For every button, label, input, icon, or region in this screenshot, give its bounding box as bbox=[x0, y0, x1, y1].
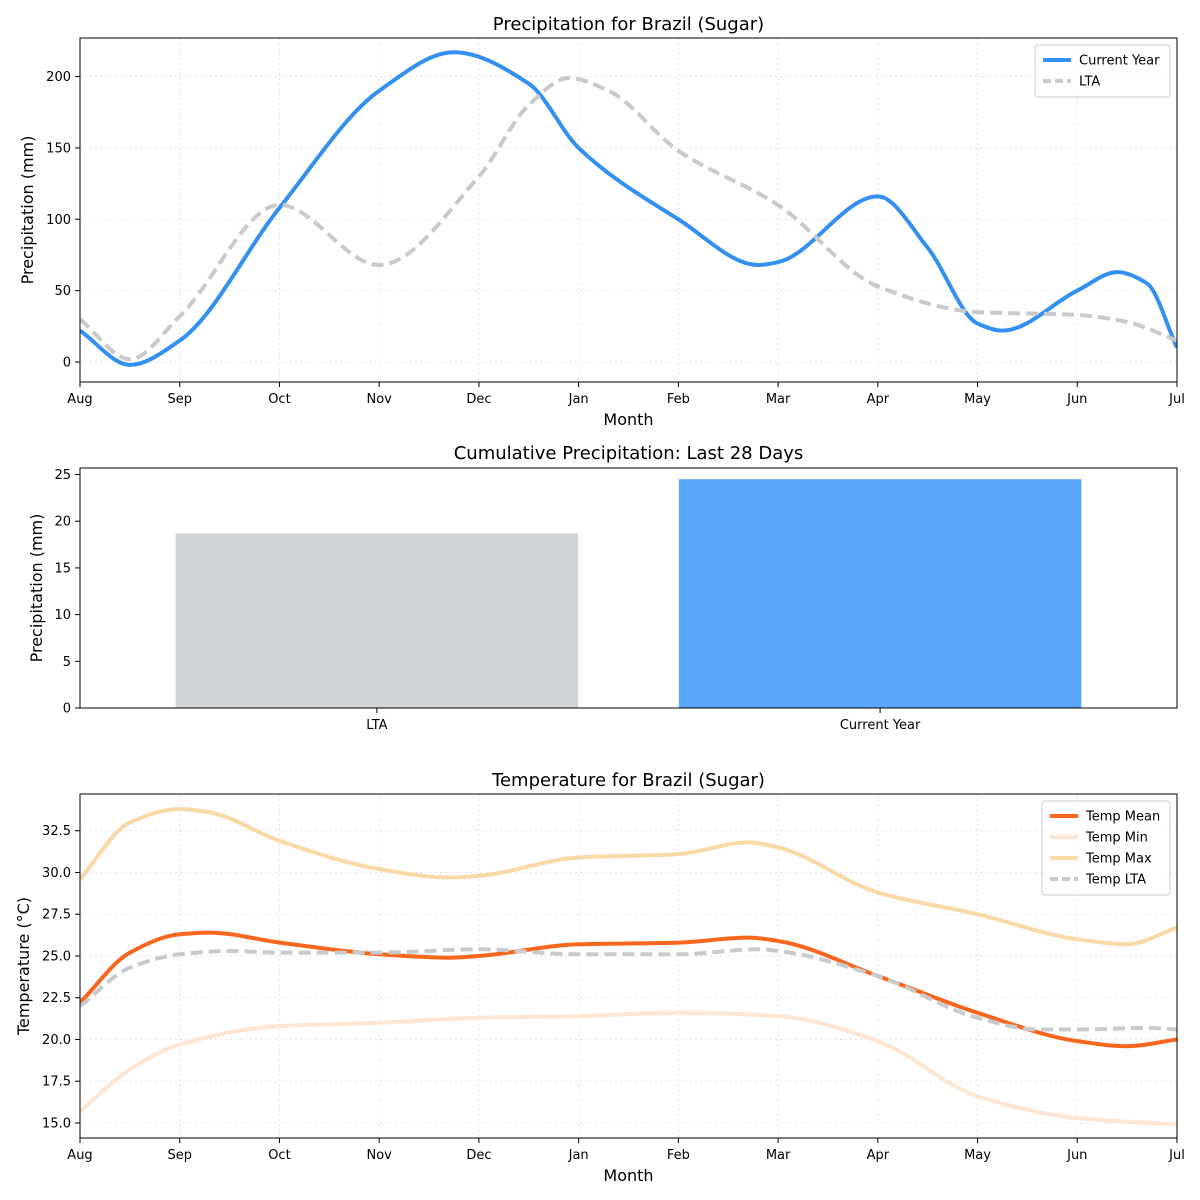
bar-lta bbox=[175, 533, 579, 708]
x-tick-label: Feb bbox=[667, 392, 690, 407]
x-tick-label: Aug bbox=[67, 392, 92, 407]
y-axis-label: Precipitation (mm) bbox=[27, 514, 46, 663]
bar-current-year bbox=[678, 479, 1082, 708]
x-tick-label: Aug bbox=[67, 1148, 92, 1163]
legend-label-current-year: Current Year bbox=[1079, 54, 1160, 69]
series-line-lta bbox=[80, 76, 1177, 362]
series-line-temp-max bbox=[80, 807, 1177, 947]
legend-label-temp-lta: Temp LTA bbox=[1085, 873, 1146, 888]
series-line-current-year bbox=[80, 50, 1177, 367]
x-tick-label: Jan bbox=[568, 1148, 589, 1163]
x-tick-label: Oct bbox=[268, 392, 290, 407]
y-tick-label: 15.0 bbox=[42, 1116, 71, 1131]
legend: Current Year LTA bbox=[1034, 44, 1171, 98]
x-tick-label: Mar bbox=[766, 1148, 791, 1163]
x-tick-label: Apr bbox=[867, 1148, 890, 1163]
y-tick-label: 200 bbox=[46, 70, 71, 85]
plot-frame bbox=[79, 37, 1178, 383]
series-line-temp-mean bbox=[80, 930, 1177, 1049]
x-tick-label: Mar bbox=[766, 392, 791, 407]
x-tick-label: Nov bbox=[366, 1148, 392, 1163]
y-tick-label: 0 bbox=[63, 356, 71, 371]
x-tick-label: Apr bbox=[867, 392, 890, 407]
y-tick-label: 25 bbox=[54, 468, 71, 483]
y-tick-label: 25.0 bbox=[42, 949, 71, 964]
legend-box bbox=[1041, 800, 1171, 896]
x-tick-label: Feb bbox=[667, 1148, 690, 1163]
y-tick-label: 0 bbox=[63, 702, 71, 717]
x-tick-label: Jul bbox=[1168, 392, 1185, 407]
y-tick-label: 15 bbox=[54, 561, 71, 576]
chart-title: Temperature for Brazil (Sugar) bbox=[491, 770, 765, 791]
y-tick-label: 50 bbox=[54, 284, 71, 299]
plot-frame bbox=[79, 467, 1178, 709]
y-tick-label: 30.0 bbox=[42, 866, 71, 881]
x-tick-label: Nov bbox=[366, 392, 392, 407]
chart-title: Cumulative Precipitation: Last 28 Days bbox=[454, 443, 804, 464]
cumulative-precipitation-chart: LTA Current Year 0 5 10 15 20 25 Cumulative Prec… bbox=[27, 443, 1178, 733]
y-tick-label: 20 bbox=[54, 515, 71, 530]
legend-label-temp-min: Temp Min bbox=[1085, 831, 1148, 846]
x-tick-label: Jan bbox=[568, 392, 589, 407]
x-tick-label: May bbox=[964, 1148, 991, 1163]
y-tick-label: 20.0 bbox=[42, 1033, 71, 1048]
y-tick-label: 32.5 bbox=[42, 824, 71, 839]
legend-label-lta: LTA bbox=[1079, 75, 1100, 90]
x-axis-label: Month bbox=[603, 410, 653, 429]
y-tick-label: 100 bbox=[46, 213, 71, 228]
series-group bbox=[80, 50, 1177, 367]
x-tick-label: Sep bbox=[167, 392, 192, 407]
x-tick-label: Dec bbox=[466, 1148, 491, 1163]
x-tick-label: Current Year bbox=[840, 718, 921, 733]
y-tick-label: 17.5 bbox=[42, 1075, 71, 1090]
y-tick-label: 10 bbox=[54, 608, 71, 623]
x-tick-label: Jun bbox=[1066, 1148, 1087, 1163]
x-tick-label: May bbox=[964, 392, 991, 407]
x-tick-label: Jul bbox=[1168, 1148, 1185, 1163]
legend-label-temp-mean: Temp Mean bbox=[1085, 810, 1160, 825]
series-line-temp-lta bbox=[80, 947, 1177, 1032]
y-tick-label: 150 bbox=[46, 141, 71, 156]
x-tick-label: Sep bbox=[167, 1148, 192, 1163]
x-tick-label: Dec bbox=[466, 392, 491, 407]
y-tick-label: 22.5 bbox=[42, 991, 71, 1006]
y-axis-label: Precipitation (mm) bbox=[18, 136, 37, 285]
series-group bbox=[80, 807, 1177, 1127]
series-line-temp-min bbox=[80, 1010, 1177, 1127]
x-tick-label: Jun bbox=[1066, 392, 1087, 407]
x-tick-label: LTA bbox=[366, 718, 387, 733]
y-tick-label: 27.5 bbox=[42, 908, 71, 923]
chart-title: Precipitation for Brazil (Sugar) bbox=[493, 14, 764, 35]
precipitation-chart: Aug Sep Oct Nov Dec Jan Feb Mar Apr May Jun Jul 0 50 1… bbox=[18, 14, 1185, 429]
y-axis-label: Temperature (°C) bbox=[14, 897, 33, 1036]
plot-frame bbox=[79, 793, 1178, 1139]
y-tick-label: 5 bbox=[63, 655, 71, 670]
temperature-chart: Aug Sep Oct Nov Dec Jan Feb Mar Apr May Jun Jul 15.0… bbox=[14, 770, 1185, 1185]
x-tick-label: Oct bbox=[268, 1148, 290, 1163]
x-axis-label: Month bbox=[603, 1166, 653, 1185]
legend-label-temp-max: Temp Max bbox=[1085, 852, 1152, 867]
legend: Temp Mean Temp Min Temp Max Temp LTA bbox=[1041, 800, 1171, 896]
